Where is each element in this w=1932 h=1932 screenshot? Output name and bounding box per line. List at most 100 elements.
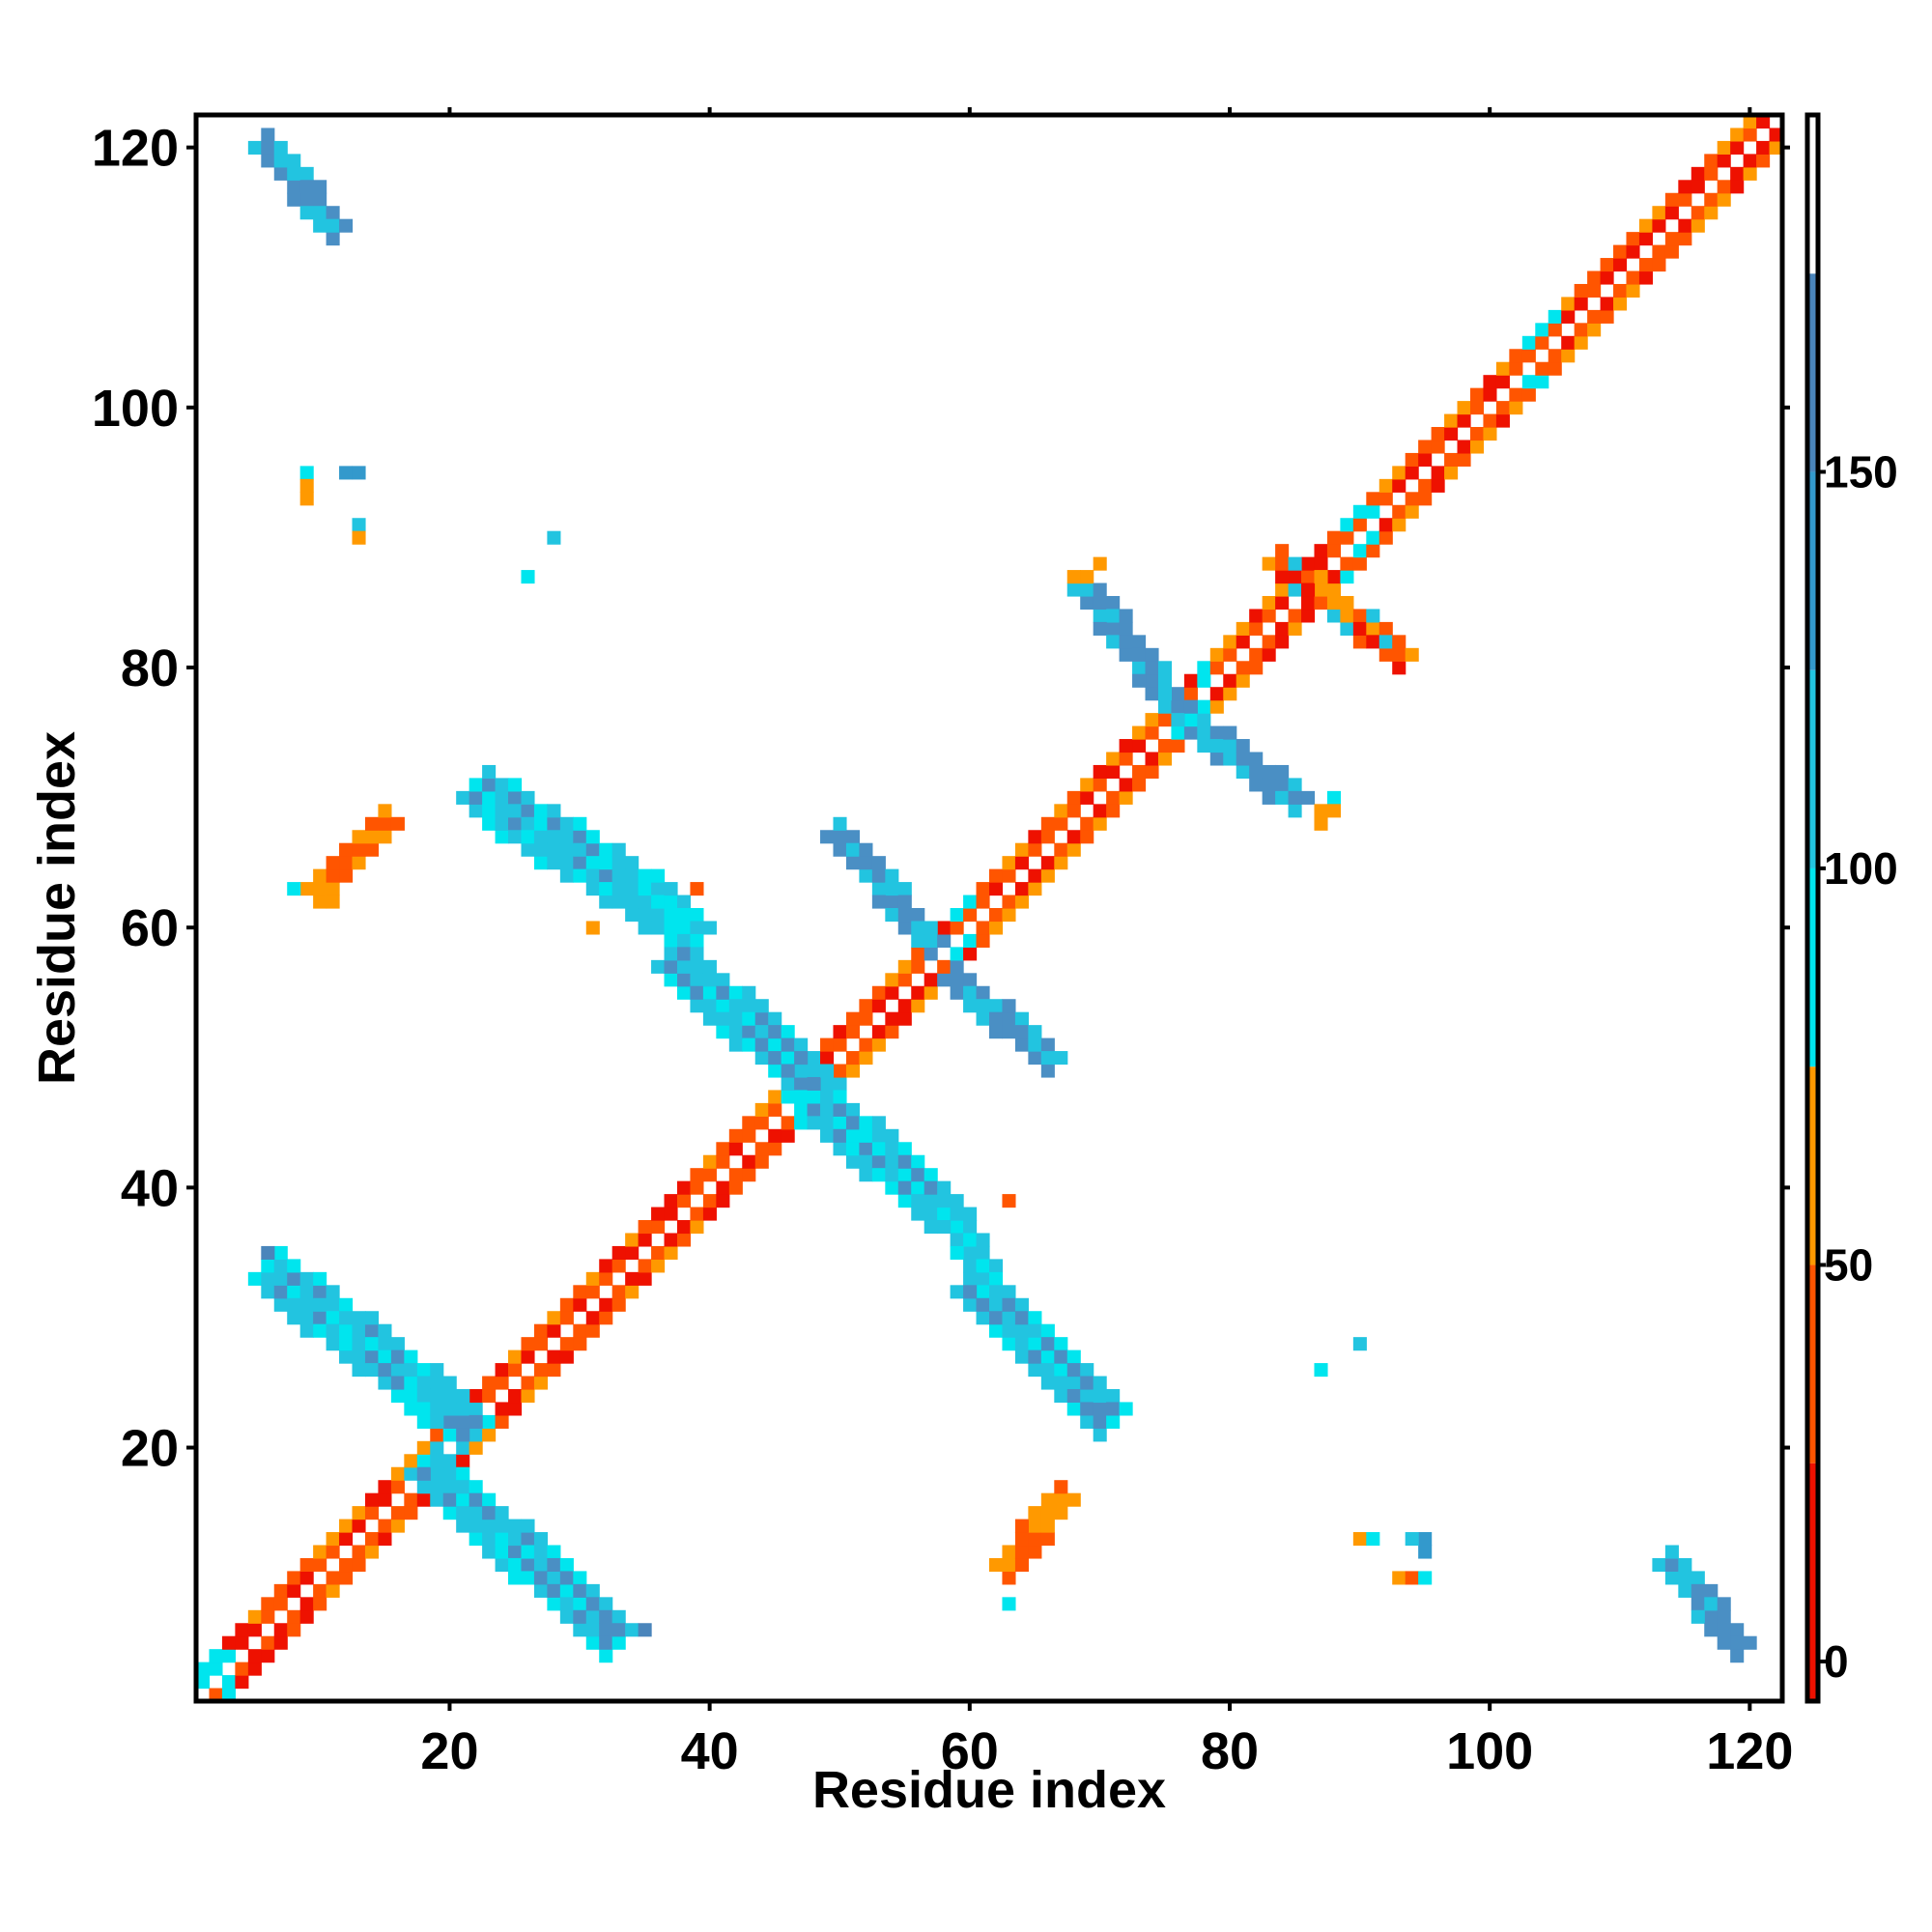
heatmap-cell	[1275, 764, 1290, 780]
heatmap-cell	[807, 1076, 821, 1092]
heatmap-cell	[547, 830, 561, 844]
heatmap-cell	[235, 1662, 249, 1676]
heatmap-cell	[781, 1076, 795, 1092]
heatmap-cell	[313, 206, 327, 220]
heatmap-cell	[404, 1506, 418, 1520]
heatmap-cell	[885, 895, 899, 909]
heatmap-cell	[364, 1323, 380, 1338]
heatmap-cell	[442, 1480, 457, 1494]
heatmap-cell	[559, 1557, 574, 1573]
heatmap-cell	[1392, 635, 1406, 649]
heatmap-cell	[1717, 180, 1731, 194]
heatmap-cell	[1405, 466, 1419, 480]
heatmap-cell	[1561, 349, 1576, 363]
heatmap-cell	[1495, 375, 1510, 389]
heatmap-cell	[1028, 1337, 1042, 1351]
heatmap-cell	[1002, 856, 1016, 870]
heatmap-cell	[897, 1142, 912, 1156]
heatmap-cell	[950, 1207, 964, 1221]
heatmap-cell	[702, 959, 717, 974]
heatmap-cell	[690, 947, 704, 961]
heatmap-cell	[923, 1194, 938, 1208]
heatmap-cell	[1756, 115, 1771, 129]
heatmap-cell	[1769, 140, 1783, 155]
heatmap-cell	[287, 1311, 301, 1325]
heatmap-cell	[547, 530, 561, 545]
heatmap-cell	[1704, 206, 1719, 220]
heatmap-cell	[702, 1168, 717, 1182]
heatmap-cell	[1301, 595, 1316, 611]
heatmap-cell	[1249, 661, 1264, 675]
heatmap-cell	[1040, 1337, 1055, 1351]
heatmap-cell	[651, 1220, 666, 1235]
heatmap-cell	[482, 1376, 497, 1390]
heatmap-cell	[521, 816, 535, 831]
heatmap-cell	[781, 1025, 795, 1039]
heatmap-cell	[702, 1154, 717, 1169]
heatmap-cell	[559, 1609, 574, 1624]
heatmap-cell	[299, 192, 314, 207]
heatmap-cell	[442, 1402, 457, 1416]
heatmap-cell	[430, 1440, 444, 1455]
heatmap-cell	[1197, 725, 1211, 740]
heatmap-cell	[547, 1557, 561, 1573]
heatmap-cell	[1690, 166, 1705, 181]
heatmap-cell	[547, 816, 561, 831]
heatmap-cell	[807, 1051, 821, 1065]
heatmap-cell	[390, 1480, 405, 1494]
heatmap-cell	[1326, 582, 1341, 597]
heatmap-cell	[1040, 1506, 1055, 1520]
heatmap-cell	[794, 1051, 809, 1065]
heatmap-cell	[950, 985, 964, 1000]
heatmap-cell	[1469, 387, 1485, 402]
heatmap-cell	[1548, 309, 1562, 324]
heatmap-cell	[521, 570, 535, 584]
heatmap-cell	[521, 1388, 535, 1404]
heatmap-cell	[573, 1623, 587, 1637]
heatmap-cell	[754, 1051, 769, 1065]
heatmap-cell	[1119, 752, 1133, 766]
heatmap-cell	[1183, 713, 1198, 727]
heatmap-cell	[702, 985, 717, 1000]
heatmap-cell	[299, 466, 314, 480]
heatmap-cell	[1378, 635, 1393, 649]
heatmap-cell	[1288, 609, 1302, 623]
heatmap-cell	[1157, 713, 1173, 727]
y-tick-label: 80	[121, 639, 179, 697]
heatmap-cell	[716, 1180, 730, 1195]
heatmap-cell	[611, 868, 626, 883]
heatmap-cell	[1378, 647, 1393, 662]
heatmap-cell	[664, 947, 678, 961]
heatmap-cell	[937, 1194, 952, 1208]
heatmap-cell	[1028, 830, 1042, 844]
heatmap-cell	[1405, 492, 1419, 506]
heatmap-cell	[378, 830, 392, 844]
heatmap-cell	[1587, 283, 1602, 298]
heatmap-cell	[326, 1545, 340, 1559]
heatmap-cell	[1690, 1571, 1705, 1585]
heatmap-cell	[508, 1388, 523, 1404]
heatmap-cell	[676, 973, 692, 987]
heatmap-cell	[1288, 582, 1302, 597]
heatmap-cell	[1690, 206, 1705, 220]
heatmap-cell	[1378, 492, 1393, 506]
heatmap-cell	[456, 1454, 470, 1468]
heatmap-cell	[1378, 530, 1393, 545]
heatmap-cell	[1028, 868, 1042, 883]
heatmap-cell	[390, 1337, 405, 1351]
heatmap-cell	[911, 921, 925, 935]
heatmap-cell	[611, 856, 626, 870]
heatmap-cell	[390, 1376, 405, 1390]
heatmap-cell	[1040, 856, 1055, 870]
heatmap-cell	[1483, 375, 1497, 389]
heatmap-cell	[1249, 752, 1264, 766]
heatmap-cell	[1378, 478, 1393, 493]
heatmap-cell	[469, 1388, 483, 1404]
heatmap-cell	[533, 1532, 548, 1547]
heatmap-cell	[728, 1180, 743, 1195]
heatmap-cell	[976, 921, 990, 935]
heatmap-cell	[1366, 504, 1380, 519]
heatmap-cell	[585, 842, 600, 857]
heatmap-cell	[923, 1220, 938, 1235]
heatmap-cell	[299, 1297, 314, 1312]
